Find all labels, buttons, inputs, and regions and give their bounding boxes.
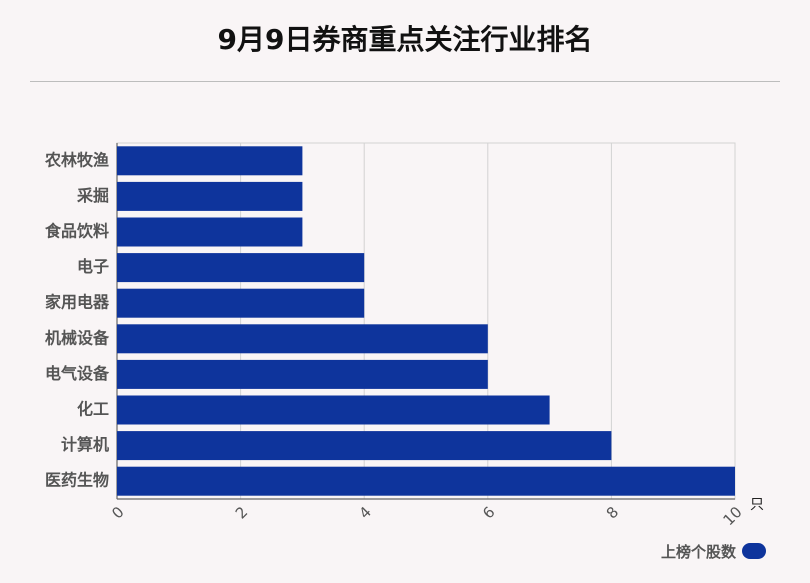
category-label: 电气设备	[45, 364, 110, 383]
category-label: 计算机	[61, 435, 109, 454]
bar	[117, 431, 612, 461]
x-tick-label: 6	[479, 503, 498, 522]
x-tick-label: 8	[603, 503, 622, 522]
category-label: 医药生物	[45, 471, 109, 490]
bar	[117, 324, 488, 354]
bar	[117, 466, 735, 496]
bar	[117, 253, 365, 283]
bar	[117, 146, 303, 176]
x-tick-label: 2	[232, 503, 251, 522]
category-label: 采掘	[76, 186, 109, 205]
legend: 上榜个股数	[661, 540, 767, 562]
x-axis-unit: 只	[750, 497, 764, 513]
category-label: 家用电器	[45, 293, 110, 312]
x-tick-label: 0	[108, 503, 127, 522]
legend-swatch	[742, 543, 767, 559]
x-tick-label: 4	[355, 503, 374, 522]
category-label: 机械设备	[45, 328, 110, 347]
legend-label: 上榜个股数	[661, 542, 737, 561]
category-label: 食品饮料	[44, 222, 109, 241]
title-divider	[30, 81, 780, 82]
bar	[117, 181, 303, 211]
bar	[117, 288, 365, 318]
bar	[117, 217, 303, 247]
category-label: 化工	[77, 400, 109, 419]
bar	[117, 359, 488, 389]
category-label: 电子	[77, 257, 109, 276]
category-label: 农林牧渔	[44, 150, 109, 169]
bar	[117, 395, 550, 425]
x-tick-label: 10	[720, 503, 746, 529]
chart-title: 9月9日券商重点关注行业排名	[217, 23, 593, 56]
